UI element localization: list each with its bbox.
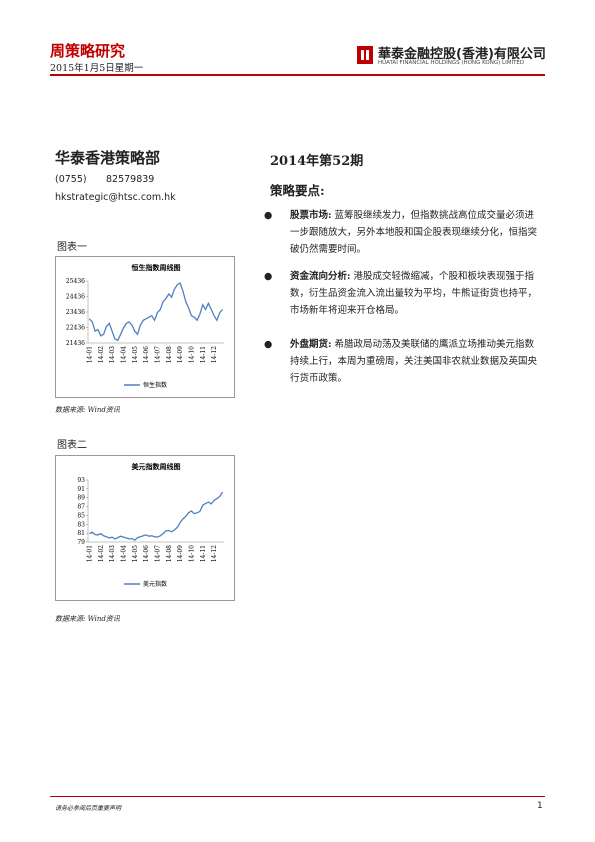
y-tick-label: 93 bbox=[77, 477, 85, 484]
logo-icon bbox=[357, 46, 373, 64]
email: hkstrategic@htsc.com.hk bbox=[55, 192, 176, 203]
x-tick-label: 14-05 bbox=[132, 545, 139, 562]
report-type: 周策略研究 bbox=[50, 42, 126, 60]
figure-source: 数据来源: Wind资讯 bbox=[55, 406, 120, 414]
bullet-lead: 外盘期货: bbox=[290, 339, 332, 350]
footer-note: 请务必参阅后页重要声明 bbox=[55, 805, 122, 812]
line bbox=[89, 491, 224, 542]
bullet: ● 资金流向分析: 港股成交轻微缩减，个股和板块表现强于指数，衍生品资金流入流出量… bbox=[264, 271, 538, 316]
chart-box: 美元指数周线图 79 81 83 85 87 89 91 93 14-01 14-02 14-03 14… bbox=[55, 455, 235, 601]
y-tick-label: 81 bbox=[77, 530, 85, 537]
x-tick-label: 14-10 bbox=[188, 545, 195, 562]
chart-box: 恒生指数周线图 21436 22436 23436 24436 25436 14-01 14-… bbox=[55, 256, 235, 398]
page-number: 1 bbox=[537, 801, 543, 811]
y-tick-label: 83 bbox=[77, 521, 85, 528]
x-tick-label: 14-03 bbox=[109, 346, 116, 363]
report-date: 2015年1月5日星期一 bbox=[50, 63, 144, 74]
bullet-text: 希腊政局动荡及美联储的鹰派立场推动美元指数持续上行，本周为重磅周，关注美国非农就… bbox=[290, 339, 538, 384]
y-tick-label: 22436 bbox=[66, 325, 85, 332]
y-tick-label: 87 bbox=[77, 504, 85, 511]
bullet: ● 外盘期货: 希腊政局动荡及美联储的鹰派立场推动美元指数持续上行，本周为重磅周，… bbox=[264, 339, 538, 384]
x-tick-label: 14-05 bbox=[132, 346, 139, 363]
header-rule bbox=[50, 74, 545, 76]
x-tick-label: 14-10 bbox=[188, 346, 195, 363]
x-tick-label: 14-01 bbox=[86, 545, 93, 562]
x-tick-label: 14-02 bbox=[98, 545, 105, 562]
y-tick-label: 85 bbox=[77, 512, 85, 519]
y-tick-label: 25436 bbox=[66, 278, 85, 285]
x-tick-label: 14-04 bbox=[120, 346, 127, 363]
chart-title: 恒生指数周线图 bbox=[131, 263, 181, 272]
x-tick-label: 14-06 bbox=[143, 346, 150, 363]
legend-label: 美元指数 bbox=[143, 580, 167, 588]
x-tick-label: 14-12 bbox=[211, 545, 218, 562]
department: 华泰香港策略部 bbox=[55, 149, 161, 167]
x-tick-label: 14-12 bbox=[211, 346, 218, 363]
x-tick-label: 14-08 bbox=[166, 346, 173, 363]
bullet-text: 港股成交轻微缩减，个股和板块表现强于指数，衍生品资金流入流出量较为平均，牛熊证街… bbox=[290, 271, 538, 316]
line bbox=[88, 282, 224, 342]
x-tick-label: 14-09 bbox=[177, 545, 184, 562]
chart: 恒生指数周线图 21436 22436 23436 24436 25436 14-01 14-… bbox=[66, 263, 224, 389]
y-tick-label: 89 bbox=[77, 495, 85, 502]
section-heading: 策略要点: bbox=[270, 183, 325, 198]
x-tick-label: 14-07 bbox=[154, 346, 161, 363]
x-tick-label: 14-06 bbox=[143, 545, 150, 562]
company-name-en: HUATAI FINANCIAL HOLDINGS (HONG KONG) LI… bbox=[378, 60, 525, 66]
issue: 2014年第52期 bbox=[270, 154, 364, 169]
chart-title: 美元指数周线图 bbox=[132, 462, 181, 471]
phone-area: (0755) bbox=[55, 174, 87, 185]
figure-label: 图表一 bbox=[57, 242, 87, 253]
y-tick-label: 21436 bbox=[66, 340, 85, 347]
x-tick-label: 14-02 bbox=[98, 346, 105, 363]
x-tick-label: 14-03 bbox=[109, 545, 116, 562]
bullet-text: 蓝筹股继续发力，但指数挑战高位成交量必须进一步跟随放大，另外本地股和国企股表现继… bbox=[290, 210, 538, 255]
x-tick-label: 14-01 bbox=[86, 346, 93, 363]
phone-number: 82579839 bbox=[106, 174, 155, 185]
x-tick-label: 14-09 bbox=[177, 346, 184, 363]
bullet: ● 股票市场: 蓝筹股继续发力，但指数挑战高位成交量必须进一步跟随放大，另外本地股… bbox=[264, 210, 538, 255]
y-tick-label: 23436 bbox=[66, 309, 85, 316]
y-tick-label: 91 bbox=[77, 486, 85, 493]
figure-source: 数据来源: Wind资讯 bbox=[55, 615, 120, 623]
figure-label: 图表二 bbox=[57, 440, 87, 451]
footer-rule bbox=[50, 796, 545, 797]
bullet-lead: 股票市场: bbox=[290, 210, 332, 221]
y-tick-label: 24436 bbox=[66, 294, 85, 301]
legend-label: 恒生指数 bbox=[143, 381, 167, 389]
x-tick-label: 14-04 bbox=[120, 545, 127, 562]
x-tick-label: 14-08 bbox=[166, 545, 173, 562]
y-tick-label: 79 bbox=[77, 539, 85, 546]
company-name: 華泰金融控股(香港)有限公司 bbox=[378, 47, 546, 62]
x-tick-label: 14-07 bbox=[154, 545, 161, 562]
x-tick-label: 14-11 bbox=[200, 545, 207, 562]
bullet-lead: 资金流向分析: bbox=[290, 271, 351, 282]
x-tick-label: 14-11 bbox=[200, 346, 207, 363]
